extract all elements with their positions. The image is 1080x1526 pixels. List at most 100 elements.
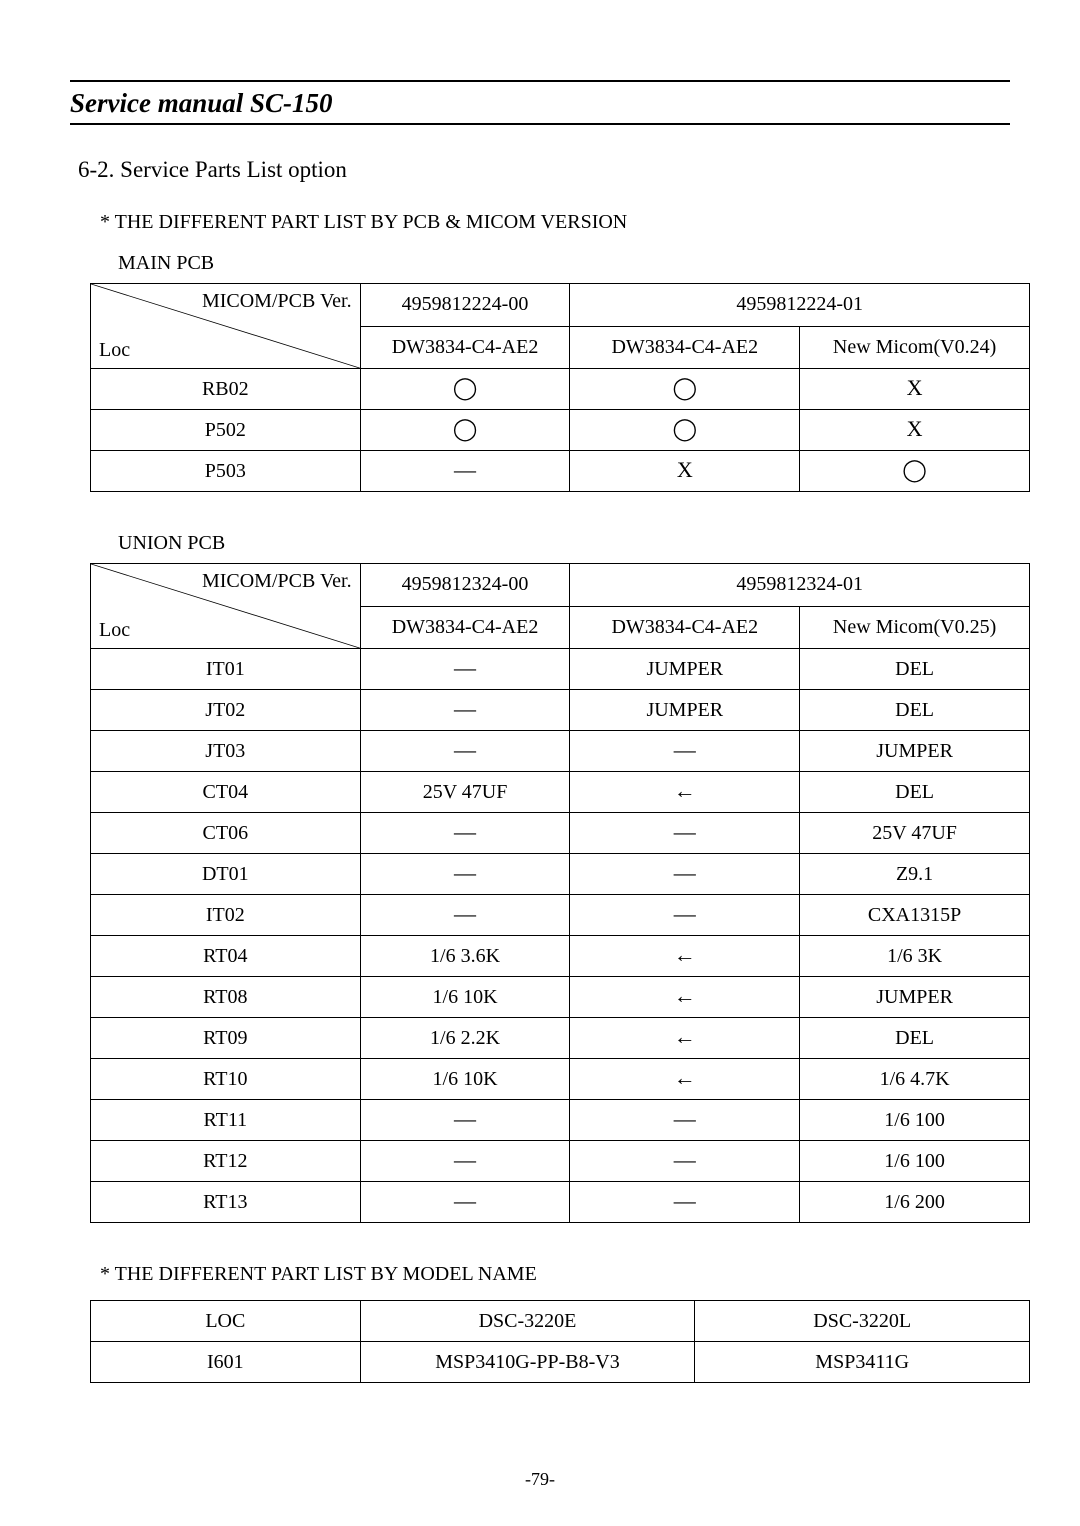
symbol-dash: — <box>454 1188 476 1213</box>
loc-cell: JT03 <box>91 731 361 772</box>
table-row: RT04 1/6 3.6K ← 1/6 3K <box>91 936 1030 977</box>
table-row: CT06——25V 47UF <box>91 813 1030 854</box>
table-row: P502◯◯X <box>91 410 1030 451</box>
value-cell: 1/6 3K <box>800 936 1030 977</box>
symbol-circle: ◯ <box>672 416 697 441</box>
symbol-circle: ◯ <box>902 457 927 482</box>
diagonal-header-cell: MICOM/PCB Ver.Loc <box>91 284 361 369</box>
page-number: -79- <box>0 1469 1080 1490</box>
loc-cell: RT09 <box>91 1018 361 1059</box>
diag-label-top: MICOM/PCB Ver. <box>202 570 352 593</box>
loc-cell: DT01 <box>91 854 361 895</box>
value-cell: 1/6 10K <box>360 1059 570 1100</box>
value-cell: ◯ <box>800 451 1030 492</box>
value-cell: 1/6 4.7K <box>800 1059 1030 1100</box>
value-cell: JUMPER <box>570 649 800 690</box>
symbol-dash: — <box>674 1188 696 1213</box>
symbol-circle: ◯ <box>453 416 478 441</box>
value-cell: ← <box>570 977 800 1018</box>
loc-cell: RT08 <box>91 977 361 1018</box>
symbol-arrow_left: ← <box>674 942 696 967</box>
value-cell: JUMPER <box>800 977 1030 1018</box>
cell-text: DEL <box>895 658 934 680</box>
symbol-dash: — <box>454 860 476 885</box>
value-cell: ← <box>570 1059 800 1100</box>
table-row: RT12——1/6 100 <box>91 1141 1030 1182</box>
table-main-pcb: MICOM/PCB Ver.Loc4959812224-004959812224… <box>90 283 1030 492</box>
value-cell: DEL <box>800 1018 1030 1059</box>
value-cell: — <box>360 690 570 731</box>
value-cell: DEL <box>800 690 1030 731</box>
value-cell: MSP3411G <box>695 1342 1030 1383</box>
value-cell: 1/6 2.2K <box>360 1018 570 1059</box>
header-cell: DSC-3220L <box>695 1301 1030 1342</box>
value-cell: 1/6 3.6K <box>360 936 570 977</box>
cell-text: 1/6 10K <box>433 986 498 1008</box>
symbol-dash: — <box>674 737 696 762</box>
cell-text: CXA1315P <box>868 904 961 926</box>
table-row: RT11——1/6 100 <box>91 1100 1030 1141</box>
value-cell: — <box>570 813 800 854</box>
value-cell: — <box>360 854 570 895</box>
header-cell: LOC <box>91 1301 361 1342</box>
value-cell: JUMPER <box>800 731 1030 772</box>
table-row: JT02—JUMPERDEL <box>91 690 1030 731</box>
cell-text: 1/6 4.7K <box>880 1068 950 1090</box>
symbol-dash: — <box>454 1106 476 1131</box>
loc-cell: RT04 <box>91 936 361 977</box>
subheading-model-name: * THE DIFFERENT PART LIST BY MODEL NAME <box>100 1263 1010 1286</box>
symbol-x: X <box>907 375 923 400</box>
label-main-pcb: MAIN PCB <box>118 252 1010 275</box>
cell-text: 25V 47UF <box>423 781 508 803</box>
section-heading: 6-2. Service Parts List option <box>78 157 1010 183</box>
cell-text: 1/6 3.6K <box>430 945 500 967</box>
table-row: IT02——CXA1315P <box>91 895 1030 936</box>
loc-cell: RB02 <box>91 369 361 410</box>
value-cell: — <box>360 813 570 854</box>
header-cell: 4959812224-01 <box>570 284 1030 327</box>
value-cell: — <box>360 731 570 772</box>
header-cell: New Micom(V0.25) <box>800 606 1030 649</box>
value-cell: MSP3410G-PP-B8-V3 <box>360 1342 695 1383</box>
value-cell: ◯ <box>360 410 570 451</box>
value-cell: ◯ <box>570 369 800 410</box>
value-cell: 25V 47UF <box>360 772 570 813</box>
header-cell: 4959812324-01 <box>570 564 1030 607</box>
value-cell: ← <box>570 772 800 813</box>
value-cell: — <box>360 1182 570 1223</box>
table-row: CT0425V 47UF←DEL <box>91 772 1030 813</box>
value-cell: 1/6 10K <box>360 977 570 1018</box>
value-cell: X <box>800 369 1030 410</box>
cell-text: 1/6 200 <box>884 1191 945 1213</box>
symbol-arrow_left: ← <box>674 983 696 1008</box>
value-cell: — <box>570 731 800 772</box>
value-cell: ◯ <box>570 410 800 451</box>
value-cell: — <box>360 451 570 492</box>
loc-cell: IT01 <box>91 649 361 690</box>
header-cell: DW3834-C4-AE2 <box>360 326 570 369</box>
cell-text: JUMPER <box>646 658 723 680</box>
value-cell: — <box>570 1182 800 1223</box>
cell-text: JUMPER <box>646 699 723 721</box>
cell-text: 1/6 2.2K <box>430 1027 500 1049</box>
symbol-x: X <box>907 416 923 441</box>
value-cell: CXA1315P <box>800 895 1030 936</box>
value-cell: ◯ <box>360 369 570 410</box>
value-cell: X <box>570 451 800 492</box>
value-cell: I601 <box>91 1342 361 1383</box>
symbol-dash: — <box>454 655 476 680</box>
diagonal-header-cell: MICOM/PCB Ver.Loc <box>91 564 361 649</box>
page-title: Service manual SC-150 <box>70 88 1010 123</box>
value-cell: 1/6 200 <box>800 1182 1030 1223</box>
value-cell: — <box>360 649 570 690</box>
table-row: RT101/6 10K←1/6 4.7K <box>91 1059 1030 1100</box>
symbol-circle: ◯ <box>672 375 697 400</box>
loc-cell: CT04 <box>91 772 361 813</box>
value-cell: — <box>360 895 570 936</box>
value-cell: — <box>570 854 800 895</box>
value-cell: ← <box>570 1018 800 1059</box>
table-header-row-1: MICOM/PCB Ver.Loc4959812324-004959812324… <box>91 564 1030 607</box>
cell-text: 1/6 3K <box>887 945 942 967</box>
table-row: I601MSP3410G-PP-B8-V3MSP3411G <box>91 1342 1030 1383</box>
header-cell: 4959812224-00 <box>360 284 570 327</box>
